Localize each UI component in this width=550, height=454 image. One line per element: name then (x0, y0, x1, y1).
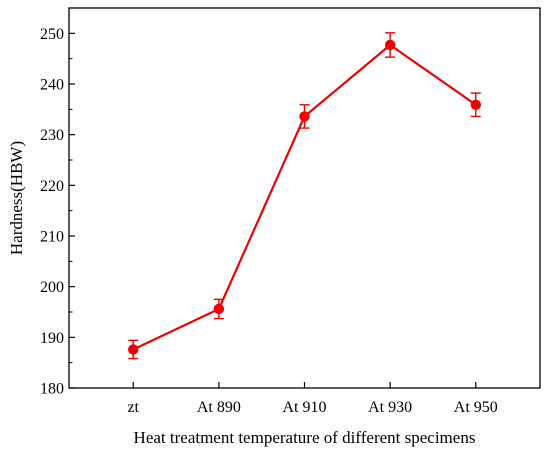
plot-frame (68, 7, 541, 389)
y-tick-label: 210 (40, 229, 64, 246)
x-tick-label: At 910 (283, 399, 327, 416)
y-tick-label: 200 (40, 279, 64, 296)
y-tick-label: 190 (40, 330, 64, 347)
y-axis-label: Hardness(HBW) (7, 141, 26, 255)
data-point (299, 111, 310, 122)
x-tick-label: At 950 (454, 399, 498, 416)
series-line (132, 43, 477, 351)
data-point (470, 99, 481, 110)
y-tick-label: 240 (40, 77, 64, 94)
data-point (213, 303, 225, 315)
y-tick-label: 220 (40, 178, 64, 195)
y-tick-label: 230 (40, 127, 64, 144)
ticks: 180 190 200 210 220 230 240 250 zt At 890 At 910 At… (40, 26, 498, 416)
x-tick-label: At 930 (368, 399, 412, 416)
x-tick-label: At 890 (197, 399, 241, 416)
x-axis-label: Heat treatment temperature of different … (134, 428, 476, 447)
data-point (384, 39, 396, 51)
x-tick-label: zt (127, 399, 139, 416)
y-tick-label: 180 (40, 381, 64, 398)
series (128, 32, 481, 360)
y-tick-label: 250 (40, 26, 64, 43)
data-point (128, 344, 139, 355)
